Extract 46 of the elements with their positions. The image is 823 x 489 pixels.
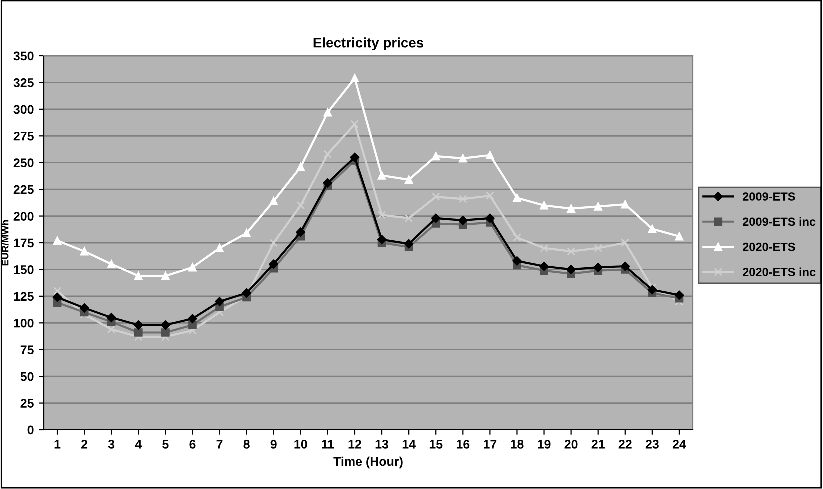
legend-label: 2009-ETS bbox=[742, 192, 796, 201]
y-tick-label: 175 bbox=[14, 238, 34, 248]
x-tick-label: 6 bbox=[190, 440, 196, 449]
y-tick-label: 275 bbox=[14, 132, 34, 141]
x-tick-label: 14 bbox=[402, 440, 416, 449]
x-tick-label: 10 bbox=[294, 440, 308, 449]
x-tick-label: 20 bbox=[564, 440, 578, 449]
x-tick-label: 4 bbox=[135, 440, 142, 449]
x-tick-label: 21 bbox=[592, 440, 605, 449]
x-tick-label: 12 bbox=[348, 440, 362, 449]
legend-label: 2020-ETS inc bbox=[742, 268, 816, 276]
legend-label: 2009-ETS inc bbox=[742, 217, 816, 226]
x-tick-label: 19 bbox=[538, 440, 551, 449]
y-tick-label: 100 bbox=[14, 318, 34, 328]
x-tick-label: 5 bbox=[162, 440, 169, 449]
legend-label: 2020-ETS bbox=[742, 242, 796, 252]
y-axis-title: EUR/MWh bbox=[2, 220, 9, 266]
y-tick-label: 200 bbox=[14, 212, 34, 221]
x-tick-label: 24 bbox=[672, 440, 686, 449]
y-tick-label: 150 bbox=[14, 266, 34, 274]
x-tick-label: 7 bbox=[216, 440, 223, 449]
y-tick-label: 75 bbox=[20, 346, 34, 355]
x-tick-label: 15 bbox=[430, 440, 443, 449]
x-tick-label: 13 bbox=[376, 440, 389, 449]
y-tick-label: 250 bbox=[14, 158, 34, 168]
y-tick-label: 350 bbox=[14, 52, 34, 61]
x-tick-label: 11 bbox=[322, 440, 334, 449]
x-tick-label: 1 bbox=[54, 440, 61, 449]
chart-title: Electricity prices bbox=[314, 38, 424, 51]
x-tick-label: 22 bbox=[618, 440, 632, 449]
x-tick-label: 2 bbox=[82, 440, 88, 449]
y-tick-label: 0 bbox=[28, 426, 34, 435]
x-axis-title: Time (Hour) bbox=[334, 456, 403, 469]
y-tick-label: 225 bbox=[14, 185, 34, 194]
x-tick-label: 16 bbox=[456, 440, 470, 449]
y-tick-label: 300 bbox=[14, 105, 34, 114]
y-tick-label: 25 bbox=[20, 399, 34, 408]
x-tick-label: 8 bbox=[244, 440, 250, 449]
x-tick-label: 23 bbox=[646, 440, 659, 449]
x-tick-label: 3 bbox=[108, 440, 115, 449]
y-tick-label: 50 bbox=[20, 372, 34, 382]
x-tick-label: 18 bbox=[511, 440, 524, 449]
x-tick-label: 17 bbox=[484, 440, 497, 449]
y-tick-label: 325 bbox=[14, 78, 34, 88]
y-tick-label: 125 bbox=[14, 292, 34, 302]
x-tick-label: 9 bbox=[270, 440, 277, 449]
